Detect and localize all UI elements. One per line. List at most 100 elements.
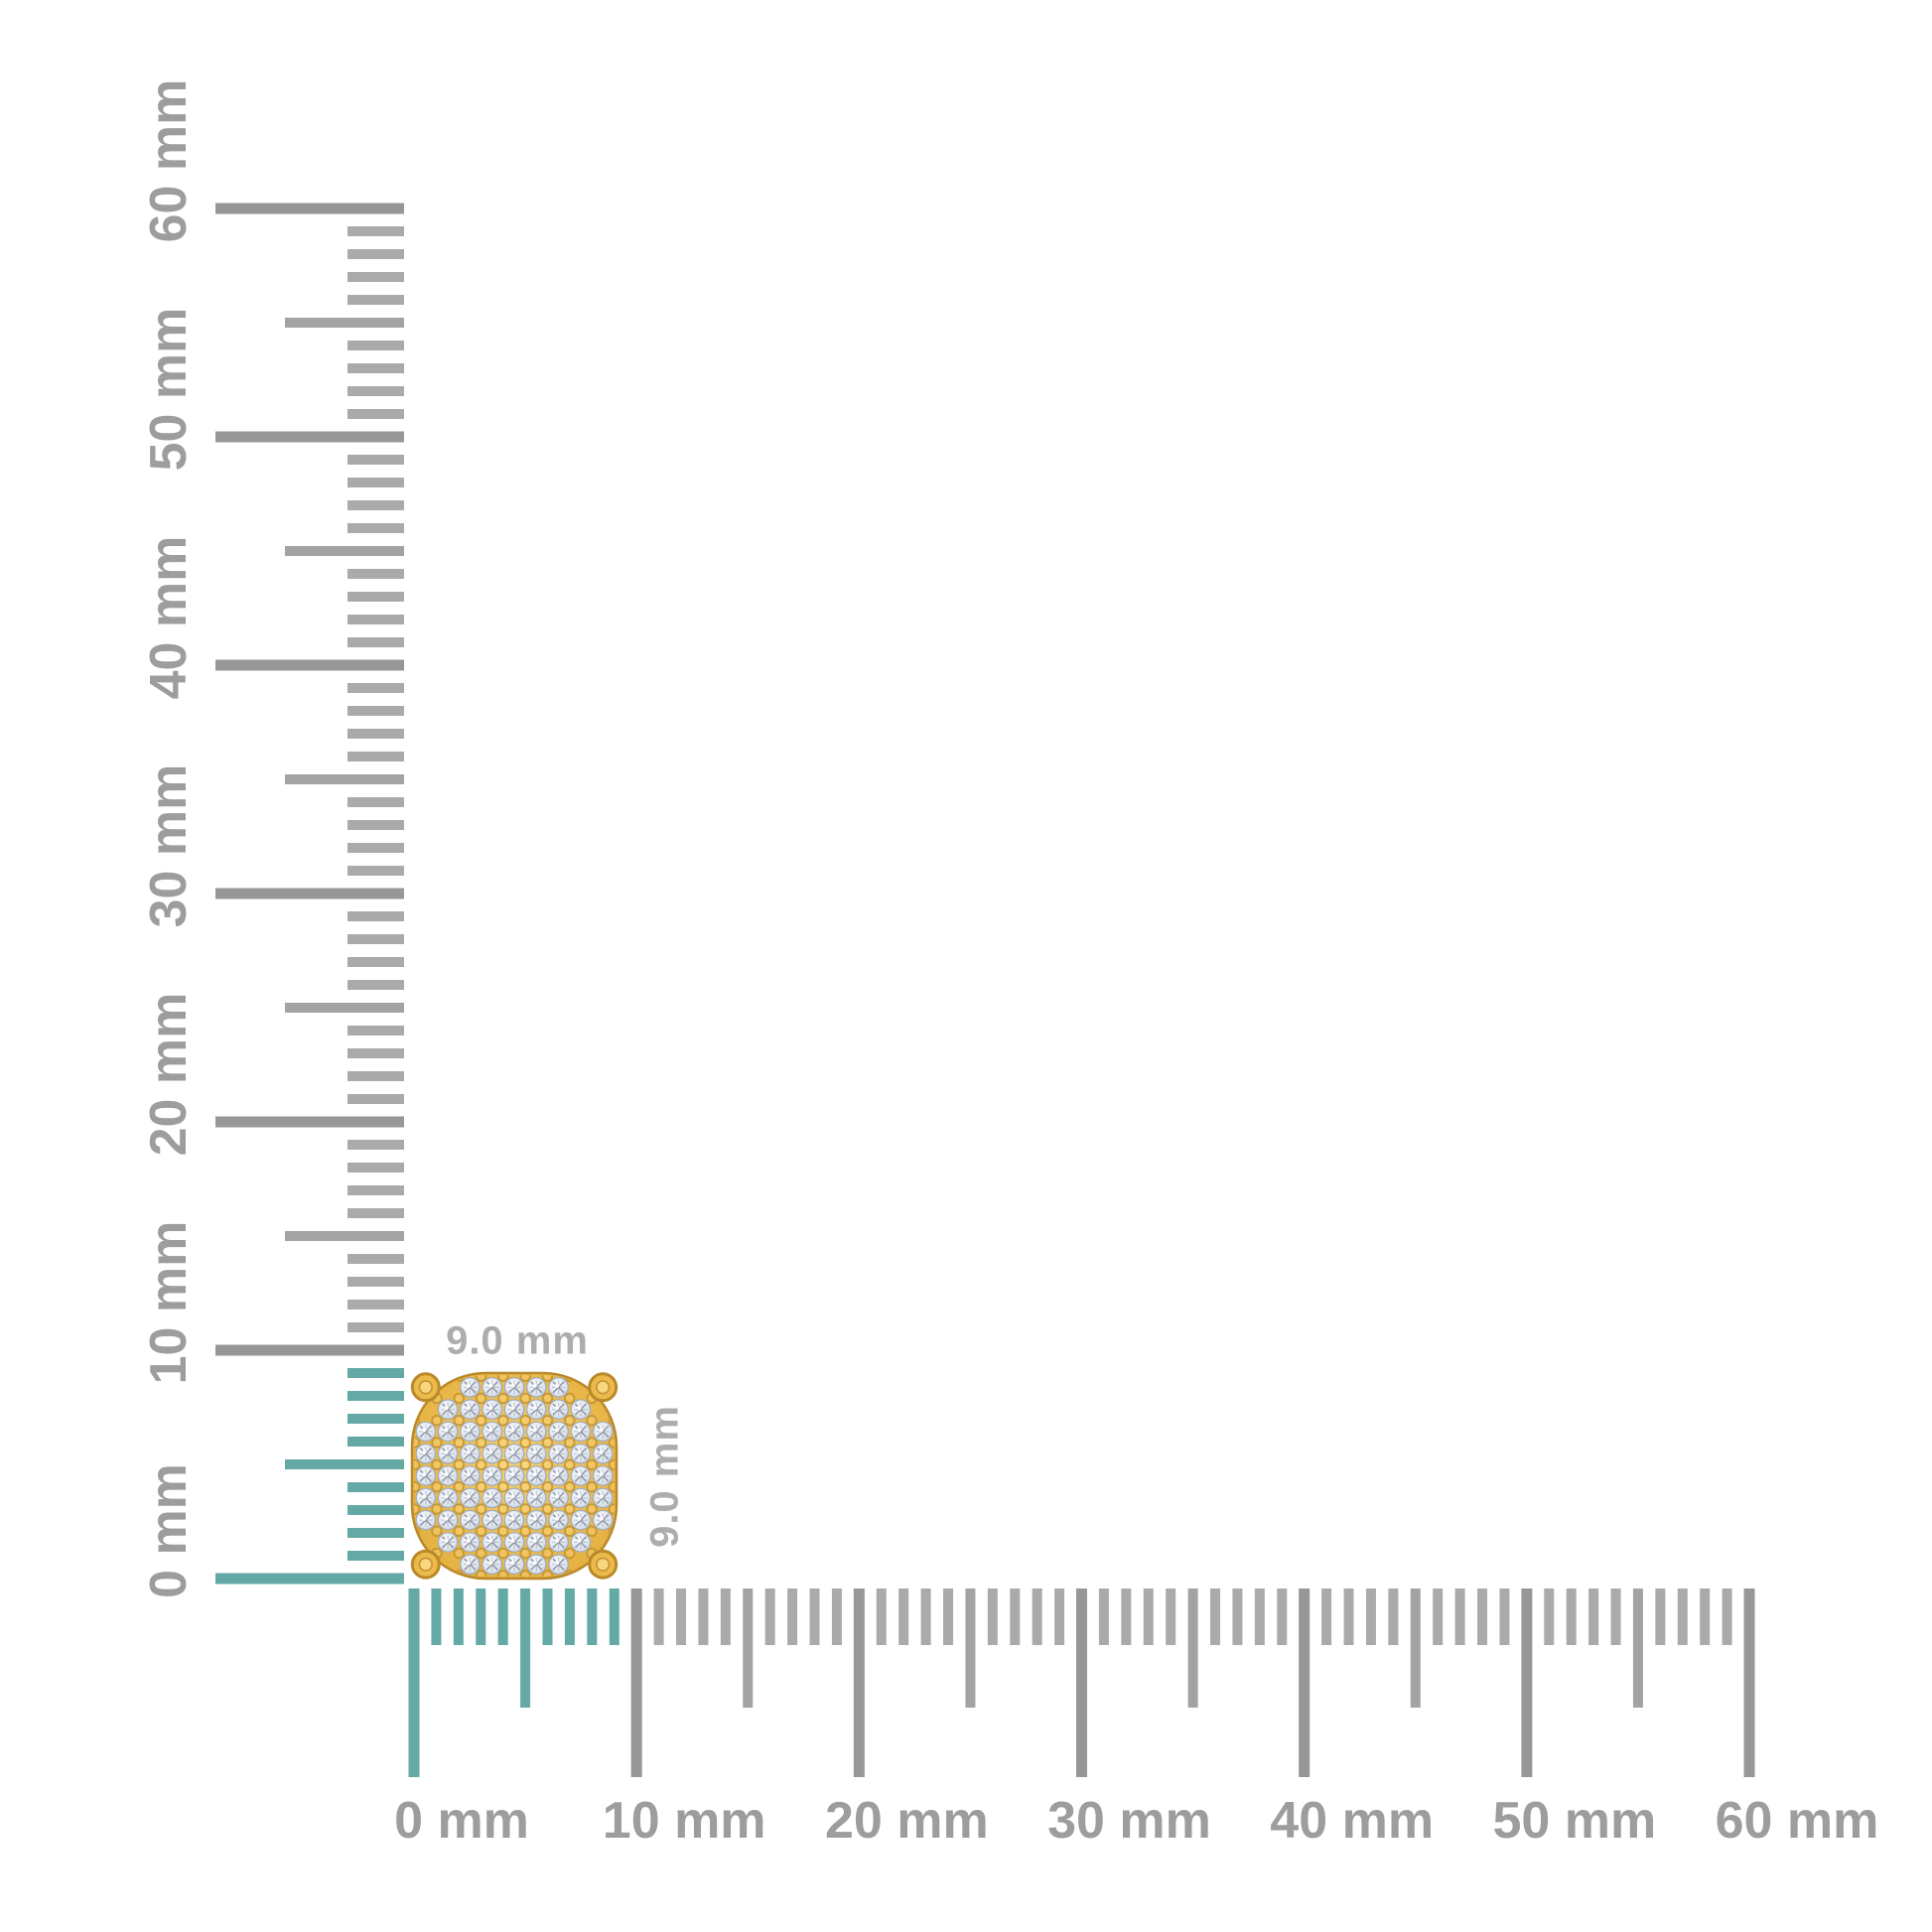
diamond-facets-cross [596,1425,610,1439]
product-pave-stud-earring [410,1371,619,1581]
horizontal-ruler-tick [520,1588,531,1708]
horizontal-ruler-tick [653,1588,664,1645]
horizontal-ruler-tick [1477,1588,1488,1645]
vertical-ruler-tick [347,1368,404,1378]
diamond-facets-x [485,1381,498,1394]
diamond-facets-x [464,1513,477,1527]
diamond [570,1487,592,1509]
diamond-facets-x [464,1403,477,1416]
diamond [503,1509,525,1531]
diamond-facets-cross [529,1425,543,1439]
diamond [548,1399,569,1420]
vertical-ruler-label: 60 mm [140,79,198,243]
diamond [437,1443,459,1464]
diamond-facets-cross [507,1469,521,1482]
diamond [503,1421,525,1443]
diamond-facets-cross [552,1469,566,1482]
horizontal-ruler-tick [787,1588,798,1645]
diamond-facets-x [464,1558,477,1571]
diamond-sparkle [532,1471,537,1477]
horizontal-ruler-tick [1388,1588,1399,1645]
diamond-facets-x [574,1513,588,1527]
diamond-facets-cross [419,1469,433,1482]
diamond [525,1554,547,1575]
vertical-ruler-label: 30 mm [140,764,198,928]
diamond-sparkle [555,1449,560,1454]
diamond-facets-x [441,1403,455,1416]
diamond [460,1399,481,1420]
diamond-facets-x [574,1536,588,1549]
horizontal-ruler-label: 10 mm [603,1792,766,1850]
diamond-sparkle [466,1428,471,1433]
diamond-facets-cross [463,1447,477,1460]
diamond-facets-cross [552,1513,566,1527]
diamond-sparkle [488,1516,493,1521]
diamond-facets-cross [574,1447,588,1460]
diamond-facets-cross [441,1491,455,1505]
diamond [482,1509,502,1531]
diamond-sparkle [444,1471,449,1477]
horizontal-ruler-tick [1254,1588,1265,1645]
diamond-facets-x [552,1381,565,1394]
horizontal-ruler-tick [453,1588,464,1645]
vertical-ruler-tick [347,1437,404,1447]
diamond-facets-x [485,1469,498,1482]
horizontal-ruler-tick [1588,1588,1599,1645]
horizontal-ruler-tick [764,1588,775,1645]
diamond-sparkle [510,1561,515,1566]
vertical-ruler-tick [347,1185,404,1195]
diamond-facets-x [485,1558,498,1571]
diamond-facets-cross [529,1513,543,1527]
diamond [437,1465,459,1486]
vertical-ruler-tick [347,843,404,853]
diamond-sparkle [532,1516,537,1521]
diamond-facets-cross [463,1558,477,1572]
diamond-sparkle [488,1449,493,1454]
vertical-ruler-tick [347,1505,404,1515]
horizontal-ruler-tick [920,1588,931,1645]
diamond-facets-x [552,1403,565,1416]
diamond [503,1554,525,1575]
horizontal-ruler-tick [1677,1588,1688,1645]
vertical-ruler-tick [285,318,404,328]
vertical-ruler-tick [347,1277,404,1287]
horizontal-ruler-tick [542,1588,553,1645]
prong-inner-ring [418,1557,433,1572]
diamond [437,1421,459,1443]
diamond-facets-cross [574,1425,588,1439]
vertical-ruler-tick [347,478,404,487]
diamond-facets-x [464,1469,477,1482]
diamond [482,1487,502,1509]
diamond-facets-x [596,1513,610,1527]
diamond-facets-cross [441,1513,455,1527]
horizontal-ruler-tick [1544,1588,1555,1645]
diamond-facets-cross [507,1513,521,1527]
horizontal-ruler-tick [698,1588,709,1645]
horizontal-ruler-tick [898,1588,909,1645]
diamond-facets-cross [574,1403,588,1417]
diamond [503,1532,525,1553]
horizontal-ruler-label: 30 mm [1047,1792,1211,1850]
vertical-ruler-tick [285,546,404,556]
diamond-facets-x [552,1536,565,1549]
horizontal-ruler-label: 40 mm [1270,1792,1434,1850]
vertical-ruler-tick [285,1231,404,1241]
diamond [592,1443,614,1464]
vertical-ruler-tick [347,455,404,465]
diamond [460,1465,481,1486]
diamond-facets-x [464,1447,477,1460]
vertical-ruler-tick [347,911,404,921]
vertical-ruler-tick [215,431,404,443]
diamond-sparkle [488,1428,493,1433]
diamond-facets-cross [485,1447,499,1460]
horizontal-ruler-tick [1143,1588,1154,1645]
diamond-facets-x [530,1381,543,1394]
diamond-facets-cross [485,1469,499,1482]
diamond-sparkle [444,1406,449,1411]
diamond-facets-x [464,1425,477,1439]
diamond [548,1509,569,1531]
diamond-sparkle [510,1428,515,1433]
diamond [525,1443,547,1464]
diamond-facets-x [530,1425,543,1439]
